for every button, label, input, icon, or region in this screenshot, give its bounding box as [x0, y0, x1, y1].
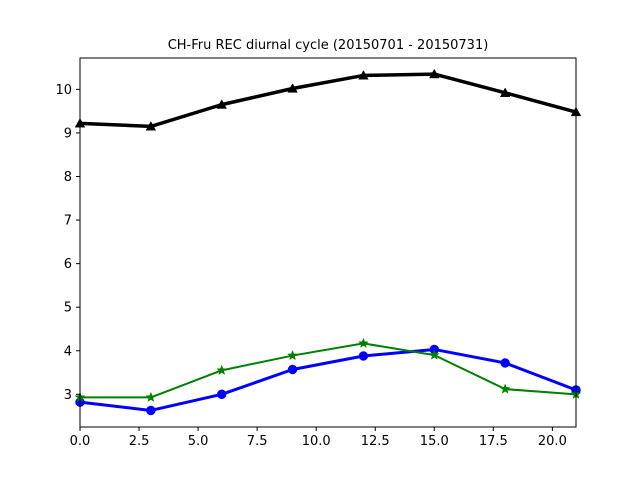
x-tick-label: 7.5: [247, 434, 268, 449]
x-tick-label: 20.0: [538, 434, 567, 449]
x-tick-label: 12.5: [361, 434, 390, 449]
series-2-point: [358, 351, 369, 361]
series-2-point: [146, 405, 156, 416]
series-group: [74, 68, 582, 416]
series-3-point: [145, 391, 157, 402]
series-2-point: [287, 364, 298, 375]
x-tick-label: 10.0: [302, 434, 331, 449]
series-2-line: [79, 347, 577, 412]
x-tick-label: 17.5: [479, 434, 508, 449]
series-1-point: [499, 87, 511, 97]
y-tick-label: 8: [64, 170, 72, 185]
series-3-point: [216, 364, 228, 375]
y-tick-label: 7: [64, 214, 72, 229]
series-1-point: [429, 68, 440, 79]
x-tick-label: 5.0: [188, 434, 209, 449]
series-3-point: [428, 349, 440, 360]
series-1-point: [145, 121, 157, 131]
series-2-point: [216, 389, 227, 400]
chart-title: CH-Fru REC diurnal cycle (20150701 - 201…: [168, 38, 489, 53]
y-tick-label: 5: [64, 301, 72, 316]
plot-area: 0.0 2.5 5.0 7.5 10.0 12.5 15.0 17.5 20.0 3 4 5 6 7 8 9 1…: [55, 57, 582, 449]
y-tick-label: 9: [64, 126, 72, 141]
series-2-point: [500, 358, 510, 368]
series-3-line: [80, 342, 577, 399]
x-tick-label: 0.0: [70, 434, 91, 449]
y-tick-label: 10: [55, 83, 72, 98]
series-3-point: [287, 349, 299, 361]
series-1-line: [79, 72, 577, 129]
y-tick-label: 3: [64, 388, 72, 403]
series-3-point: [499, 383, 511, 394]
y-tick-label: 6: [64, 257, 72, 272]
series-1-point: [287, 83, 298, 93]
axes-frame: [79, 57, 577, 428]
series-3-point: [357, 337, 369, 348]
x-tick-label: 15.0: [420, 434, 449, 449]
series-1-point: [216, 99, 227, 109]
x-tick-label: 2.5: [129, 434, 150, 449]
y-tick-label: 4: [64, 344, 72, 359]
series-1-point: [358, 70, 369, 80]
